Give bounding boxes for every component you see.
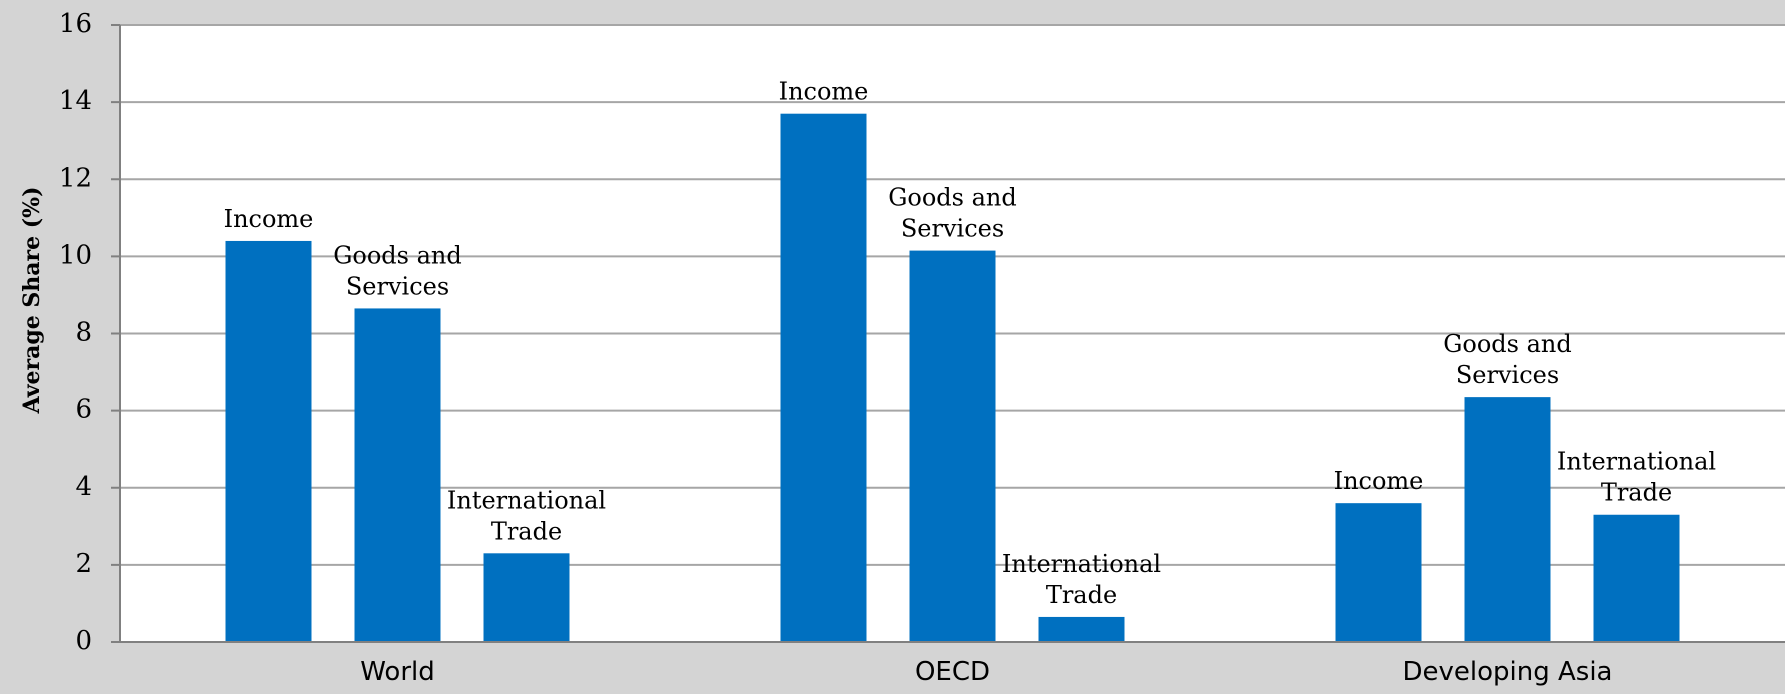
y-tick-label: 6 [75,395,92,425]
y-tick-label: 10 [59,240,92,270]
y-tick-label: 14 [59,86,92,116]
y-axis-title: Average Share (%) [19,187,45,415]
bar-data-label: Goods and Services [333,241,462,300]
bar [780,113,867,643]
y-tick-label: 12 [59,163,92,193]
y-tick-label: 8 [75,318,92,348]
bar [909,250,996,642]
bar-data-label: Goods and Services [1443,330,1572,389]
bar [1335,503,1422,642]
bar-data-label: Income [224,205,314,233]
bar [1593,514,1680,642]
y-tick-label: 16 [59,9,92,39]
y-tick-label: 4 [75,472,92,502]
bar-data-label: Income [779,78,869,106]
x-category-label: Developing Asia [1403,657,1613,687]
bar [225,240,312,642]
bar [1038,616,1125,642]
bar [1464,397,1551,642]
x-category-label: OECD [915,657,990,687]
y-tick-label: 0 [75,626,92,656]
bar-labels: Income Goods and Services International Trad… [224,78,1717,609]
bars [225,113,1680,643]
x-category-label: World [360,657,435,687]
bar [483,553,570,642]
bar-data-label: International Trade [1557,448,1716,507]
bar [354,308,441,642]
bar-data-label: International Trade [447,486,606,545]
x-axis-categories: World OECD Developing Asia [360,657,1612,687]
bar-data-label: Goods and Services [888,184,1017,243]
y-axis-ticks: 0 2 4 6 8 10 12 14 16 [59,9,120,656]
bar-data-label: Income [1334,467,1424,495]
y-tick-label: 2 [75,549,92,579]
bar-data-label: International Trade [1002,550,1161,609]
